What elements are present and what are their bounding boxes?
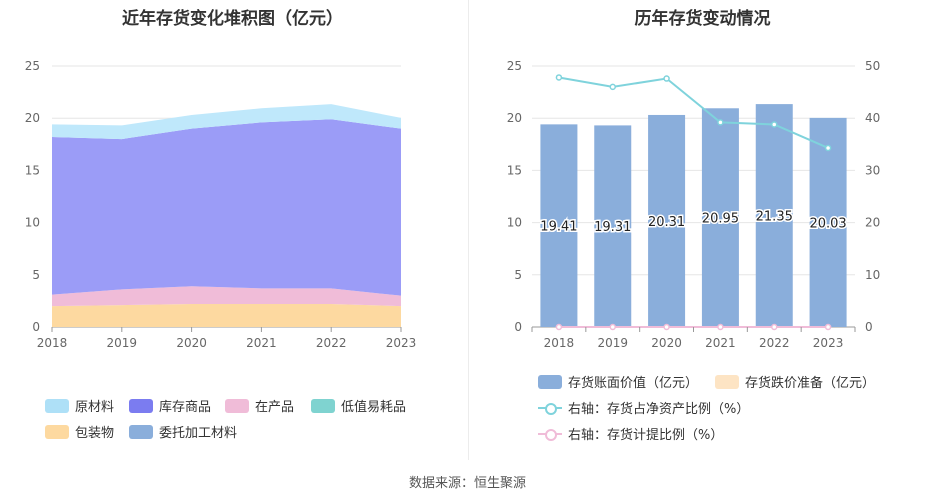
right-legend-item[interactable]: 右轴：存货占净资产比例（%） bbox=[538, 398, 749, 417]
line-point bbox=[609, 83, 616, 91]
right-y-tick-label: 5 bbox=[514, 268, 522, 282]
bar-data-label: 19.41 bbox=[540, 220, 577, 235]
line-point bbox=[824, 144, 832, 152]
left-x-tick-label: 2019 bbox=[107, 336, 138, 350]
area-series-库存商品 bbox=[52, 119, 401, 296]
bar-2021 bbox=[701, 108, 739, 327]
legend-label: 库存商品 bbox=[159, 400, 212, 415]
legend-label: 存货账面价值（亿元） bbox=[568, 376, 699, 391]
right-legend-item[interactable]: 右轴：存货计提比例（%） bbox=[538, 424, 723, 443]
bar-2018 bbox=[540, 124, 578, 328]
line-point bbox=[663, 323, 670, 331]
right-y2-tick-label: 50 bbox=[865, 59, 880, 73]
legend-label: 右轴：存货计提比例（%） bbox=[568, 428, 724, 443]
right-y2-tick-label: 20 bbox=[865, 216, 880, 230]
legend-label: 委托加工材料 bbox=[159, 426, 238, 441]
legend-label: 存货跌价准备（亿元） bbox=[745, 376, 876, 391]
legend-swatch bbox=[311, 398, 335, 413]
left-legend: 原材料 库存商品 在产品 低值易耗品包装物 委托加工材料 bbox=[0, 392, 465, 452]
left-x-tick-label: 2021 bbox=[246, 336, 277, 350]
right-x-tick-label: 2021 bbox=[705, 336, 736, 350]
left-y-tick-label: 5 bbox=[32, 268, 40, 282]
legend-swatch bbox=[715, 374, 739, 389]
right-y-tick-label: 25 bbox=[507, 59, 522, 73]
right-legend: 存货账面价值（亿元） 存货跌价准备（亿元） 右轴：存货占净资产比例（%） 右轴：存货计… bbox=[470, 368, 935, 448]
right-y2-tick-label: 10 bbox=[865, 268, 880, 282]
line-point bbox=[717, 323, 724, 331]
right-x-tick-label: 2020 bbox=[651, 336, 682, 350]
bar-data-label: 19.31 bbox=[594, 220, 631, 235]
left-legend-item[interactable]: 库存商品 bbox=[129, 396, 211, 415]
right-x-tick-label: 2018 bbox=[544, 336, 575, 350]
area-series-在产品 bbox=[52, 286, 401, 307]
stacked-area-chart: 0 5 10 15 20 25 2018 2019 2020 2021 2022 2023 bbox=[25, 59, 417, 350]
left-x-tick-label: 2023 bbox=[386, 336, 417, 350]
right-y2-tick-label: 0 bbox=[865, 320, 873, 334]
bar-line-chart: 0 5 10 15 20 25 0 10 20 30 40 50 19.41 19.31 20.31 20.9… bbox=[507, 59, 881, 350]
left-y-tick-label: 10 bbox=[25, 216, 40, 230]
bar-data-label: 20.03 bbox=[809, 216, 846, 231]
left-y-tick-label: 20 bbox=[25, 111, 40, 125]
legend-swatch bbox=[538, 374, 562, 389]
right-y2-tick-label: 30 bbox=[865, 163, 880, 177]
legend-label: 在产品 bbox=[255, 400, 295, 415]
right-y-tick-label: 15 bbox=[507, 163, 522, 177]
legend-label: 低值易耗品 bbox=[341, 400, 407, 415]
line-series bbox=[558, 76, 829, 149]
line-point bbox=[663, 75, 670, 82]
bar-2022 bbox=[755, 104, 793, 327]
right-y-tick-label: 10 bbox=[507, 216, 522, 230]
bar-2023 bbox=[809, 117, 847, 327]
legend-swatch bbox=[45, 424, 69, 439]
left-legend-item[interactable]: 在产品 bbox=[225, 396, 294, 415]
left-legend-item[interactable]: 包装物 bbox=[45, 422, 114, 441]
line-point bbox=[555, 323, 563, 331]
right-y-tick-label: 0 bbox=[514, 320, 522, 334]
line-point bbox=[771, 121, 778, 128]
right-x-tick-label: 2022 bbox=[759, 336, 790, 350]
left-chart-title: 近年存货变化堆积图（亿元） bbox=[122, 9, 343, 29]
area-series-原材料 bbox=[52, 104, 401, 140]
left-y-tick-label: 15 bbox=[25, 163, 40, 177]
legend-label: 包装物 bbox=[75, 426, 115, 441]
data-source: 数据来源：恒生聚源 bbox=[408, 476, 526, 491]
legend-label: 右轴：存货占净资产比例（%） bbox=[568, 402, 750, 417]
left-legend-item[interactable]: 委托加工材料 bbox=[129, 422, 237, 441]
right-x-tick-label: 2023 bbox=[813, 336, 844, 350]
right-legend-item[interactable]: 存货跌价准备（亿元） bbox=[715, 372, 875, 391]
right-legend-item[interactable]: 存货账面价值（亿元） bbox=[538, 372, 698, 391]
bar-2019 bbox=[594, 125, 632, 328]
legend-swatch bbox=[129, 398, 153, 413]
right-y2-tick-label: 40 bbox=[865, 111, 880, 125]
left-y-tick-label: 25 bbox=[25, 59, 40, 73]
line-point bbox=[609, 323, 616, 331]
left-x-tick-label: 2022 bbox=[316, 336, 347, 350]
line-point bbox=[555, 74, 563, 81]
bar-data-label: 21.35 bbox=[756, 210, 793, 225]
right-chart-title: 历年存货变动情况 bbox=[634, 9, 771, 29]
line-point bbox=[717, 119, 724, 126]
bar-data-label: 20.95 bbox=[702, 212, 739, 227]
legend-swatch bbox=[225, 398, 249, 413]
left-x-tick-label: 2018 bbox=[37, 336, 68, 350]
panel-divider bbox=[468, 0, 469, 460]
left-x-tick-label: 2020 bbox=[176, 336, 207, 350]
left-legend-item[interactable]: 原材料 bbox=[45, 396, 114, 415]
line-point bbox=[824, 323, 832, 331]
legend-swatch bbox=[538, 401, 562, 415]
legend-label: 原材料 bbox=[75, 400, 115, 415]
line-point bbox=[771, 323, 778, 331]
legend-swatch bbox=[129, 424, 153, 439]
right-x-tick-label: 2019 bbox=[597, 336, 628, 350]
left-y-tick-label: 0 bbox=[32, 320, 40, 334]
right-y-tick-label: 20 bbox=[507, 111, 522, 125]
legend-swatch bbox=[538, 427, 562, 441]
legend-swatch bbox=[45, 398, 69, 413]
left-legend-item[interactable]: 低值易耗品 bbox=[311, 396, 406, 415]
bar-data-label: 20.31 bbox=[648, 215, 685, 230]
bar-2020 bbox=[648, 114, 686, 328]
area-series-包装物 bbox=[52, 304, 401, 327]
